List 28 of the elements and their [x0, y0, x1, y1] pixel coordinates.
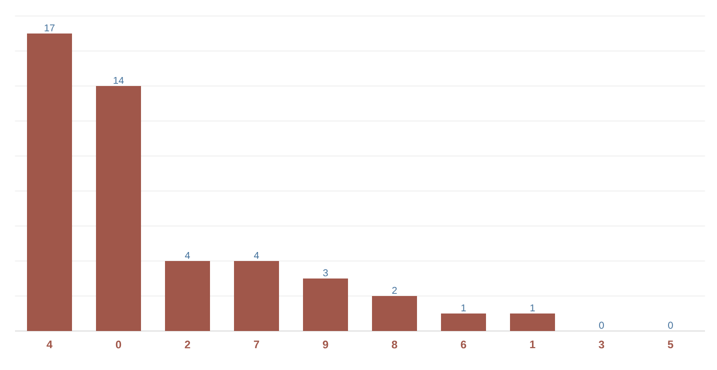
data-label: 17	[44, 24, 55, 32]
bar	[303, 278, 348, 331]
bar	[441, 314, 486, 331]
x-tick-label: 6	[460, 340, 466, 348]
x-tick-label: 5	[668, 340, 674, 348]
x-tick-label: 4	[46, 340, 52, 348]
data-label: 1	[461, 304, 466, 312]
bar	[372, 296, 417, 331]
x-tick-label: 9	[322, 340, 328, 348]
data-label: 0	[668, 322, 673, 329]
data-label: 1	[530, 304, 535, 312]
data-label: 2	[392, 286, 397, 294]
data-label: 4	[184, 252, 190, 259]
x-tick-label: 0	[116, 340, 122, 348]
x-tick-label: 1	[530, 340, 536, 348]
data-label: 3	[323, 269, 328, 276]
x-tick-label: 3	[598, 340, 604, 348]
bar	[510, 314, 556, 331]
x-tick-label: 7	[254, 340, 260, 348]
x-tick-label: 8	[392, 340, 398, 348]
data-label: 14	[114, 76, 124, 84]
data-label: 4	[254, 252, 259, 259]
x-tick-label: 2	[184, 340, 190, 348]
bar	[96, 86, 141, 331]
bar	[165, 261, 210, 331]
data-label: 0	[599, 322, 604, 329]
bar	[234, 261, 279, 331]
bar	[27, 33, 72, 331]
